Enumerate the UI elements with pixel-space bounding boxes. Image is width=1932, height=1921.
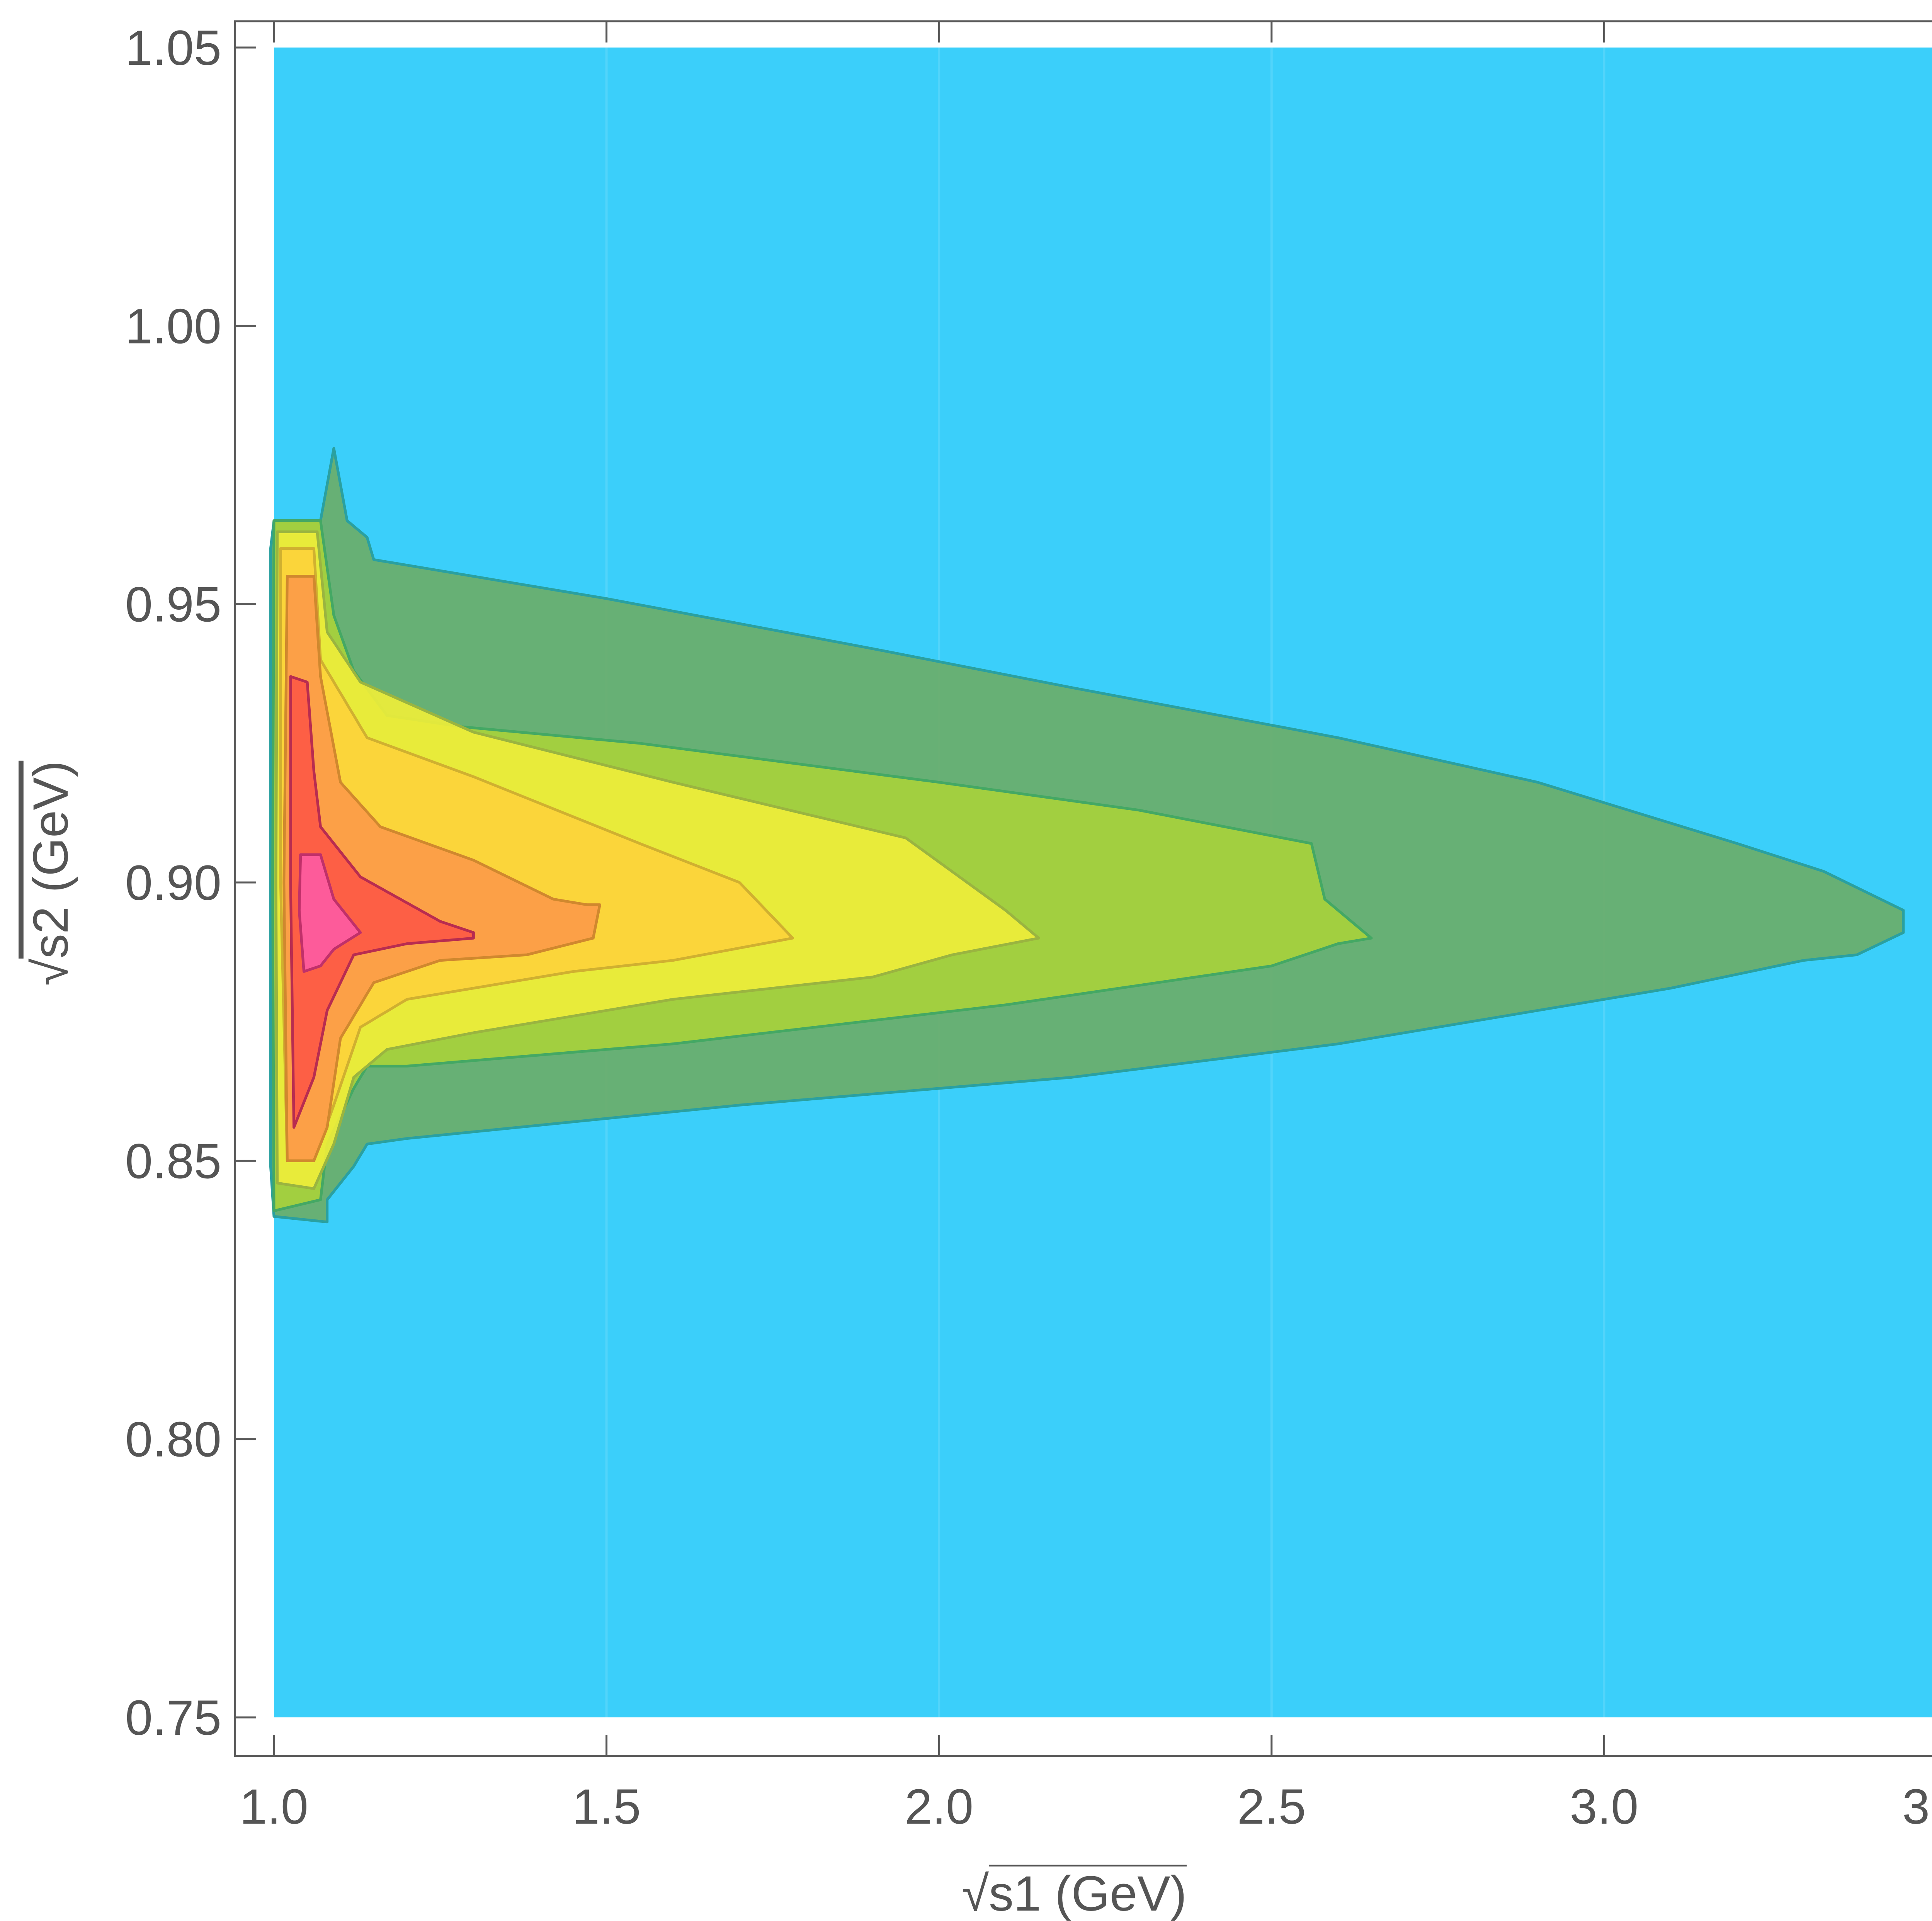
x-tick-label: 1.5 <box>572 1779 641 1834</box>
y-tick-label: 0.90 <box>125 855 221 911</box>
contour-level-6 <box>289 675 475 1129</box>
plot-frame <box>234 20 1932 1757</box>
x-tick-label: 3.0 <box>1570 1779 1638 1834</box>
contour-level-7 <box>298 853 362 973</box>
x-axis-label-text: s1 (GeV) <box>989 1866 1187 1921</box>
y-tick-label: 0.85 <box>125 1134 221 1189</box>
y-axis-label: √s2 (GeV) <box>23 761 78 986</box>
frame-border <box>234 20 1932 1757</box>
x-tick-label: 1.0 <box>240 1779 308 1834</box>
y-tick-label: 0.75 <box>125 1690 221 1746</box>
y-tick-label: 1.00 <box>125 299 221 354</box>
x-axis: 1.0 1.5 2.0 2.5 3.0 3.5 <box>240 21 1932 1834</box>
y-axis: 0.75 0.80 0.85 0.90 0.95 1.00 1.05 <box>125 20 256 1746</box>
y-tick-label: 0.80 <box>125 1412 221 1467</box>
contour-level-5 <box>282 575 601 1162</box>
y-axis-radical: √ <box>23 958 78 986</box>
x-axis-label: √s1 (GeV) <box>962 1866 1187 1921</box>
y-tick-label: 0.95 <box>125 577 221 632</box>
x-tick-label: 2.5 <box>1237 1779 1306 1834</box>
y-axis-label-text: s2 (GeV) <box>23 761 78 959</box>
x-axis-radical: √ <box>962 1866 989 1921</box>
x-tick-label: 3.5 <box>1902 1779 1932 1834</box>
y-tick-label: 1.05 <box>125 20 221 76</box>
x-tick-label: 2.0 <box>905 1779 973 1834</box>
plot-area <box>269 48 1932 1717</box>
